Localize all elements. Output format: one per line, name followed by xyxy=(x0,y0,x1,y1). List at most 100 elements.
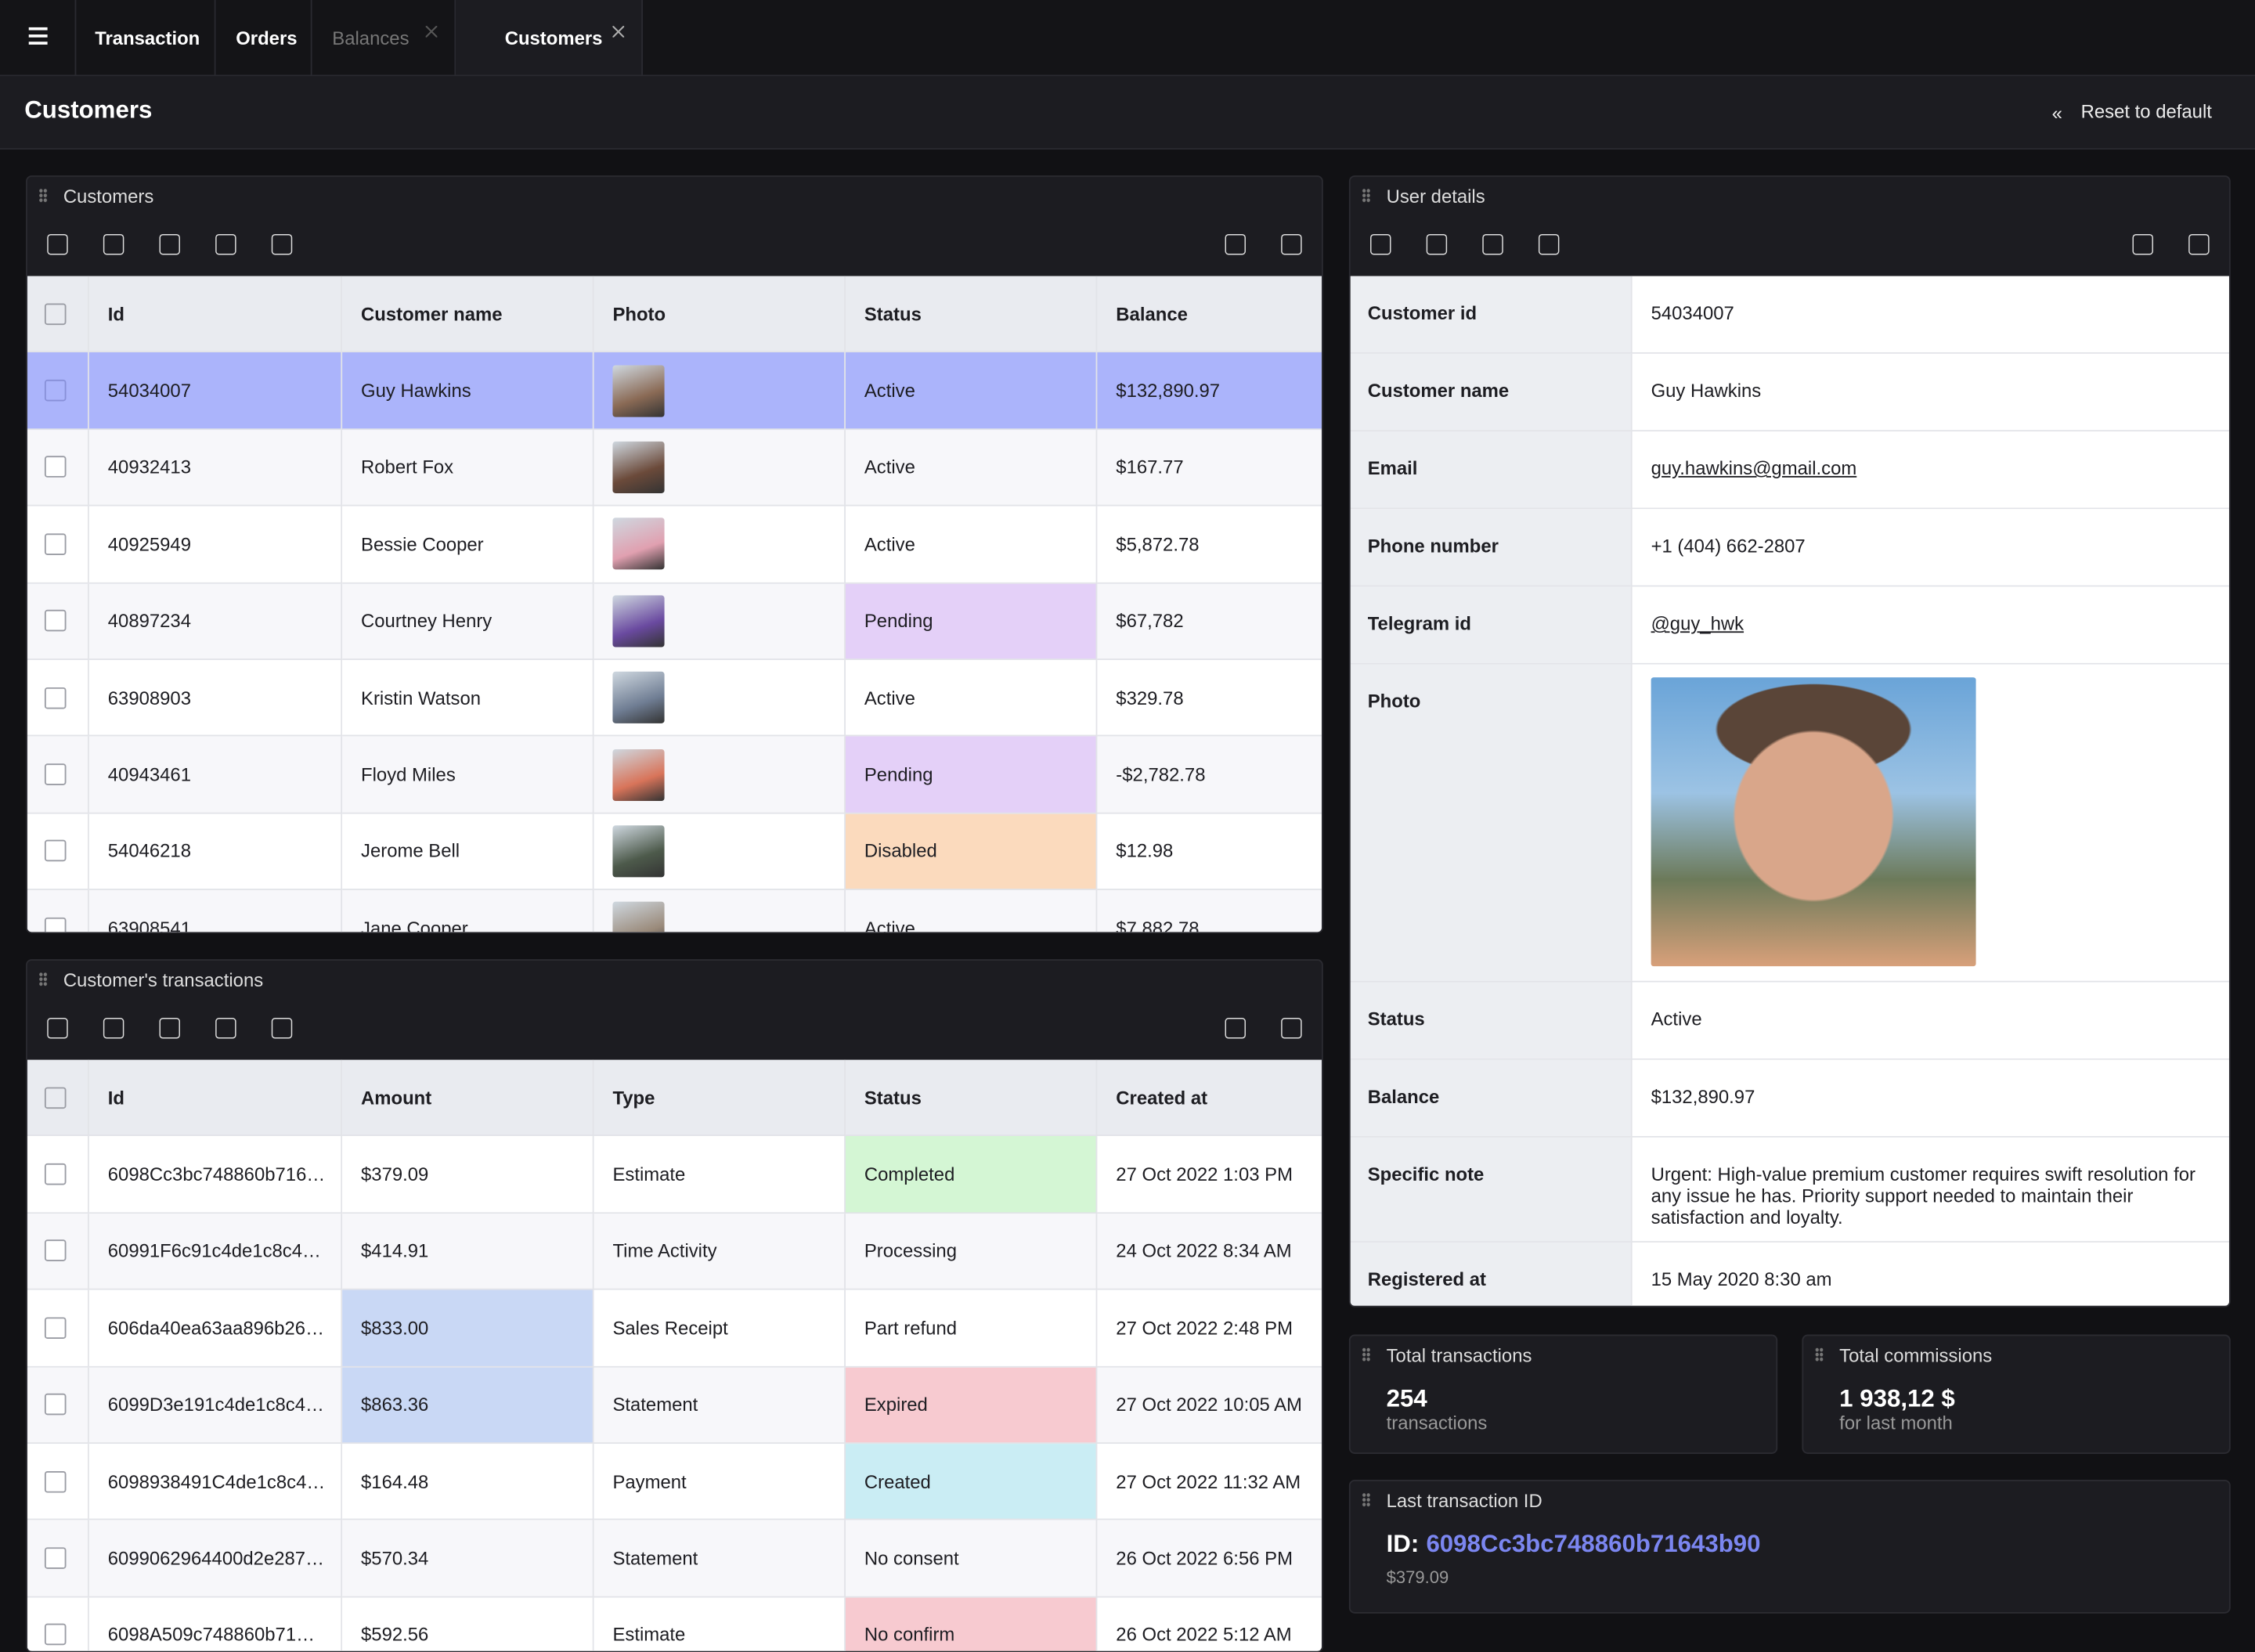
reset-button[interactable]: Reset to default xyxy=(2080,100,2212,123)
table-cell[interactable]: 27 Oct 2022 2:48 PM xyxy=(1097,1289,1322,1367)
toolbar-icon[interactable] xyxy=(1482,234,1503,255)
toolbar-icon[interactable] xyxy=(47,1018,68,1039)
table-cell[interactable]: 40897234 xyxy=(88,583,343,661)
table-cell[interactable]: -$2,782.78 xyxy=(1097,737,1322,814)
column-header[interactable]: Customer name xyxy=(342,276,594,353)
table-cell[interactable]: Expired xyxy=(846,1366,1098,1445)
checkbox[interactable] xyxy=(44,1547,67,1570)
table-cell[interactable]: $329.78 xyxy=(1097,660,1322,738)
toolbar-icon[interactable] xyxy=(1225,234,1246,255)
checkbox[interactable] xyxy=(44,456,67,478)
drag-handle[interactable] xyxy=(1362,1492,1371,1507)
column-header[interactable]: Created at xyxy=(1097,1059,1322,1137)
toolbar-icon[interactable] xyxy=(271,234,293,255)
table-cell[interactable]: $379.09 xyxy=(342,1136,594,1214)
table-cell[interactable]: 27 Oct 2022 1:03 PM xyxy=(1097,1136,1322,1214)
table-cell[interactable]: 26 Oct 2022 6:56 PM xyxy=(1097,1520,1322,1598)
table-cell[interactable]: 40932413 xyxy=(88,429,343,507)
table-cell[interactable]: Jerome Bell xyxy=(342,813,594,891)
drag-handle[interactable] xyxy=(1814,1347,1824,1362)
toolbar-icon[interactable] xyxy=(159,234,180,255)
drag-handle[interactable] xyxy=(1362,188,1371,203)
table-cell[interactable] xyxy=(594,352,846,430)
toolbar-icon[interactable] xyxy=(2188,234,2210,255)
table-cell[interactable]: $570.34 xyxy=(342,1520,594,1598)
table-cell[interactable]: Guy Hawkins xyxy=(342,352,594,430)
table-cell[interactable]: Part refund xyxy=(846,1289,1098,1367)
column-header[interactable]: Photo xyxy=(594,276,846,353)
table-cell[interactable]: $167.77 xyxy=(1097,429,1322,507)
table-cell[interactable]: Courtney Henry xyxy=(342,583,594,661)
table-cell[interactable]: $7,882.78 xyxy=(1097,890,1322,932)
table-cell[interactable]: Robert Fox xyxy=(342,429,594,507)
toolbar-icon[interactable] xyxy=(103,1018,124,1039)
table-cell[interactable]: 63908541 xyxy=(88,890,343,932)
checkbox[interactable] xyxy=(44,380,67,402)
table-cell[interactable]: Created xyxy=(846,1444,1098,1521)
table-cell[interactable]: 54046218 xyxy=(88,813,343,891)
toolbar-icon[interactable] xyxy=(1281,234,1302,255)
table-cell[interactable]: Estimate xyxy=(594,1597,846,1651)
drag-handle[interactable] xyxy=(38,188,48,203)
table-cell[interactable]: Jane Cooper xyxy=(342,890,594,932)
table-cell[interactable]: $863.36 xyxy=(342,1366,594,1445)
table-cell[interactable] xyxy=(594,583,846,661)
table-cell[interactable] xyxy=(594,813,846,891)
table-cell[interactable]: $67,782 xyxy=(1097,583,1322,661)
table-cell[interactable]: Processing xyxy=(846,1213,1098,1290)
checkbox[interactable] xyxy=(44,687,67,709)
table-cell[interactable]: 6099D3e191c4de1c8c4… xyxy=(88,1366,343,1445)
menu-button[interactable] xyxy=(0,0,77,75)
table-cell[interactable]: 27 Oct 2022 10:05 AM xyxy=(1097,1366,1322,1445)
checkbox[interactable] xyxy=(44,302,67,325)
table-cell[interactable]: No confirm xyxy=(846,1597,1098,1651)
table-cell[interactable]: 54034007 xyxy=(88,352,343,430)
tab[interactable]: Balances xyxy=(312,0,456,75)
table-cell[interactable]: Disabled xyxy=(846,813,1098,891)
toolbar-icon[interactable] xyxy=(1538,234,1560,255)
column-header[interactable]: Status xyxy=(846,1059,1098,1137)
table-cell[interactable]: Active xyxy=(846,890,1098,932)
table-cell[interactable]: Completed xyxy=(846,1136,1098,1214)
table-cell[interactable]: 26 Oct 2022 5:12 AM xyxy=(1097,1597,1322,1651)
toolbar-icon[interactable] xyxy=(159,1018,180,1039)
table-cell[interactable] xyxy=(594,890,846,932)
column-header[interactable]: Id xyxy=(88,1059,343,1137)
table-cell[interactable]: 24 Oct 2022 8:34 AM xyxy=(1097,1213,1322,1290)
column-header[interactable]: Status xyxy=(846,276,1098,353)
checkbox[interactable] xyxy=(44,840,67,863)
table-cell[interactable]: Kristin Watson xyxy=(342,660,594,738)
checkbox[interactable] xyxy=(44,1470,67,1492)
table-cell[interactable] xyxy=(594,660,846,738)
checkbox[interactable] xyxy=(44,1394,67,1416)
column-header[interactable]: Type xyxy=(594,1059,846,1137)
table-cell[interactable]: $833.00 xyxy=(342,1289,594,1367)
table-cell[interactable]: 40943461 xyxy=(88,737,343,814)
table-cell[interactable]: Payment xyxy=(594,1444,846,1521)
table-cell[interactable]: $592.56 xyxy=(342,1597,594,1651)
toolbar-icon[interactable] xyxy=(1281,1018,1302,1039)
checkbox[interactable] xyxy=(44,1240,67,1262)
toolbar-icon[interactable] xyxy=(103,234,124,255)
table-cell[interactable] xyxy=(594,429,846,507)
table-cell[interactable]: 6098Cc3bc748860b716… xyxy=(88,1136,343,1214)
table-cell[interactable]: Active xyxy=(846,352,1098,430)
checkbox[interactable] xyxy=(44,1624,67,1647)
toolbar-icon[interactable] xyxy=(215,234,236,255)
checkbox[interactable] xyxy=(44,1086,67,1109)
table-cell[interactable]: 6098938491C4de1c8c4… xyxy=(88,1444,343,1521)
column-header[interactable]: Balance xyxy=(1097,276,1322,353)
table-cell[interactable]: Pending xyxy=(846,737,1098,814)
checkbox[interactable] xyxy=(44,917,67,932)
table-cell[interactable] xyxy=(594,737,846,814)
toolbar-icon[interactable] xyxy=(47,234,68,255)
table-cell[interactable]: Statement xyxy=(594,1366,846,1445)
table-cell[interactable]: Floyd Miles xyxy=(342,737,594,814)
table-cell[interactable]: 60991F6c91c4de1c8c4… xyxy=(88,1213,343,1290)
checkbox[interactable] xyxy=(44,533,67,555)
table-cell[interactable]: Bessie Cooper xyxy=(342,506,594,583)
table-cell[interactable]: Statement xyxy=(594,1520,846,1598)
detail-value[interactable]: guy.hawkins@gmail.com xyxy=(1632,431,2229,508)
drag-handle[interactable] xyxy=(38,972,48,987)
toolbar-icon[interactable] xyxy=(271,1018,293,1039)
